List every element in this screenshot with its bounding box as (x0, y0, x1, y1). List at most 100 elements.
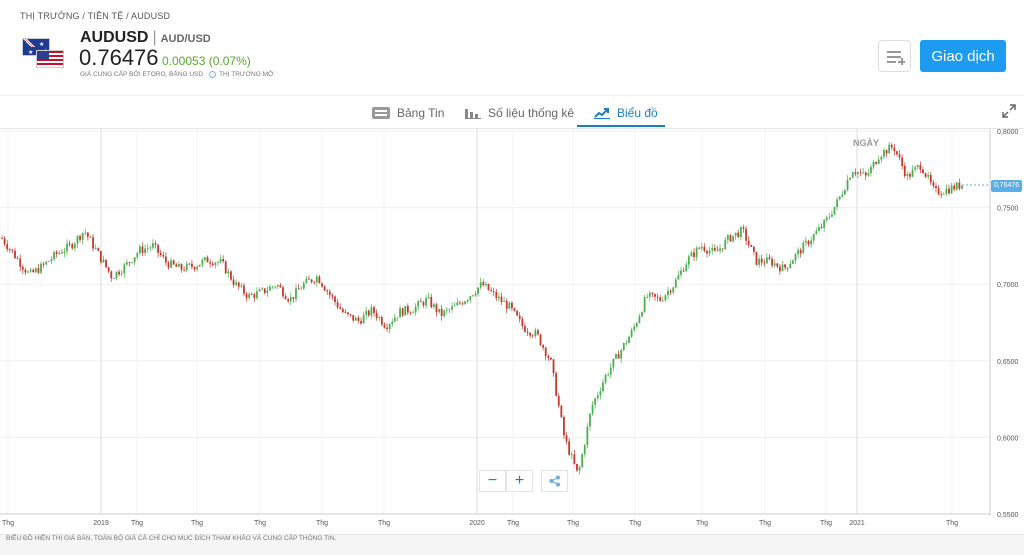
candle-body (170, 260, 173, 268)
candle-body (165, 256, 167, 263)
candle-body (198, 264, 201, 267)
candle-body (498, 296, 500, 299)
candle-body (680, 270, 682, 275)
candle-body (849, 177, 852, 180)
candle-body (708, 250, 711, 254)
candle-body (123, 264, 126, 274)
zoom-out-button[interactable]: − (479, 470, 506, 492)
candle-body (768, 257, 771, 259)
zoom-in-button[interactable]: + (506, 470, 533, 492)
tab-statistics-label: Số liệu thống kê (488, 106, 575, 120)
candle-body (323, 286, 326, 291)
candle-body (373, 307, 375, 313)
candle-body (60, 252, 63, 254)
candle-body (76, 236, 79, 244)
candle-body (16, 258, 19, 259)
candle-body (79, 236, 81, 240)
candle-body (565, 435, 568, 442)
candle-body (289, 297, 292, 302)
candle-body (485, 283, 487, 286)
usa-flag-icon (36, 50, 64, 68)
candle-body (185, 263, 188, 271)
candlestick-chart[interactable]: 0,8000 0,7500 0,7000 0,6500 0,6000 0,5500 Thg 2… (0, 129, 1024, 534)
candle-body (890, 144, 893, 148)
candle-body (412, 312, 414, 314)
tab-news[interactable]: Bảng Tin (372, 102, 444, 124)
candle-body (656, 296, 659, 298)
candle-body (703, 246, 706, 251)
candle-body (888, 144, 891, 154)
candle-body (729, 235, 732, 242)
candle-body (193, 267, 196, 270)
candle-body (529, 332, 532, 336)
candle-body (721, 248, 724, 250)
candle-body (89, 236, 92, 238)
candle-body (700, 246, 703, 249)
candle-body (118, 271, 120, 275)
share-button[interactable] (541, 470, 568, 492)
tab-statistics[interactable]: Số liệu thống kê (465, 102, 574, 124)
tab-chart[interactable]: Biểu đồ (594, 102, 658, 124)
candle-body (380, 317, 383, 325)
add-to-watchlist-button[interactable] (878, 40, 911, 72)
candle-body (435, 304, 438, 313)
candle-body (719, 248, 721, 251)
market-status-icon (209, 71, 217, 78)
candle-body (568, 441, 571, 455)
price-chart[interactable]: 0,8000 0,7500 0,7000 0,6500 0,6000 0,5500 Thg 2… (0, 129, 1024, 534)
trade-button[interactable]: Giao dịch (920, 40, 1006, 72)
candle-body (37, 268, 40, 273)
candle-body (112, 278, 115, 279)
candle-body (578, 467, 581, 471)
candle-body (818, 227, 820, 231)
candle-body (765, 257, 768, 264)
candle-body (807, 240, 810, 245)
candle-body (34, 268, 37, 273)
candle-body (11, 249, 14, 251)
candle-body (120, 273, 123, 275)
candle-body (482, 282, 485, 286)
tab-bar: Bảng Tin Số liệu thống kê Biểu đồ (0, 96, 1024, 129)
candle-body (3, 238, 6, 245)
candle-body (583, 445, 586, 455)
candle-body (110, 271, 113, 279)
candle-body (557, 395, 560, 406)
candle-body (789, 263, 792, 269)
candle-body (157, 244, 159, 253)
candle-body (815, 230, 818, 235)
candle-body (40, 263, 42, 273)
candle-body (232, 279, 235, 285)
candle-body (643, 297, 646, 313)
price-provider: GIÁ CUNG CẤP BỞI ETORO, BẰNG USD (80, 71, 204, 79)
candle-body (739, 227, 742, 238)
candle-body (461, 303, 464, 305)
candle-body (396, 317, 399, 319)
y-tick-label: 0,7000 (997, 282, 1019, 289)
candle-body (602, 382, 604, 392)
candle-body (867, 173, 870, 176)
instrument-symbol: AUDUSD (80, 29, 149, 46)
candle-body (961, 185, 963, 189)
candle-body (211, 263, 214, 266)
candle-body (474, 293, 477, 296)
candle-body (609, 367, 612, 375)
candle-body (831, 214, 833, 217)
candle-body (92, 237, 94, 249)
expand-icon[interactable] (1002, 104, 1016, 118)
candle-body (27, 271, 29, 273)
candle-body (167, 262, 170, 268)
candle-body (599, 391, 602, 396)
candle-body (591, 404, 594, 414)
candle-body (409, 312, 412, 314)
breadcrumb[interactable]: THỊ TRƯỜNG / TIỀN TỆ / AUDUSD (20, 11, 171, 21)
candle-body (906, 174, 909, 177)
candle-body (633, 326, 636, 330)
candle-body (669, 290, 672, 293)
candle-body (6, 244, 9, 250)
candle-body (321, 283, 323, 287)
candle-body (755, 251, 758, 265)
candle-body (14, 250, 16, 259)
x-tick-label: Thg (131, 520, 143, 527)
candle-body (214, 262, 217, 266)
candle-body (419, 301, 422, 303)
